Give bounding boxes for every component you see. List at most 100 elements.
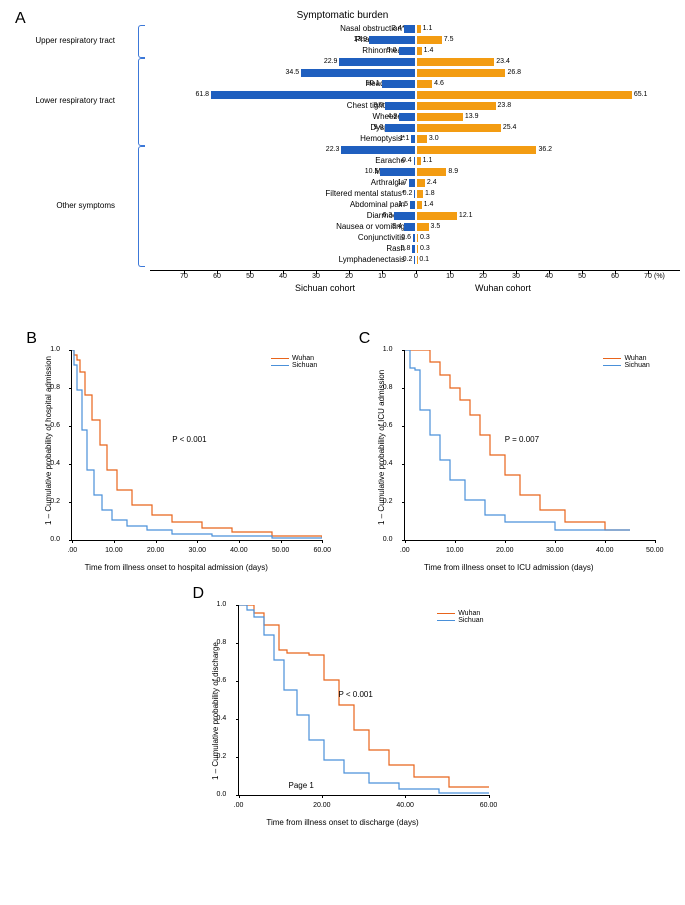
value-sichuan: 4.8 (387, 113, 397, 120)
value-sichuan: 6.3 (382, 212, 392, 219)
bar-row: Diarrhoea*6.312.1 (150, 211, 680, 222)
value-wuhan: 23.8 (498, 102, 512, 109)
bar-wuhan (417, 124, 501, 132)
value-wuhan: 25.4 (503, 124, 517, 131)
cohort-label-left: Sichuan cohort (295, 283, 355, 293)
value-wuhan: 8.9 (448, 168, 458, 175)
bar-row: Nasal obstruction*3.41.1 (150, 24, 680, 35)
survival-plot: 0.00.20.40.60.81.0.0010.0020.0030.0040.0… (404, 350, 655, 541)
x-tick-label: 10 (378, 273, 386, 280)
x-tick-label: 70 (180, 273, 188, 280)
bar-row: Earache0.4 1.1 (150, 156, 680, 167)
bar-row: Nausea or vomiting3.43.5 (150, 222, 680, 233)
panel-a: A Symptomatic burden Nasal obstruction*3… (10, 10, 675, 320)
bar-sichuan (301, 69, 415, 77)
y-tick-label: 0.0 (383, 536, 393, 543)
bar-row: Conjunctivitis0.60.3 (150, 233, 680, 244)
legend-wuhan: Wuhan (437, 610, 483, 617)
x-tick-label: 20 (479, 273, 487, 280)
bar-row: Headache*10.14.6 (150, 79, 680, 90)
x-tick-label: 10 (446, 273, 454, 280)
bar-sichuan (414, 256, 415, 264)
bar-sichuan (211, 91, 415, 99)
y-axis-label: 1 – Cumulative probability of discharge (211, 642, 220, 780)
bar-row: Rash0.80.3 (150, 244, 680, 255)
x-tick-label: 50 (246, 273, 254, 280)
bar-wuhan (417, 47, 422, 55)
x-axis-label: Time from illness onset to discharge (da… (266, 818, 418, 827)
x-tick-label: .00 (234, 802, 244, 809)
bar-wuhan (417, 201, 422, 209)
bar-row: Productive cough*34.526.8 (150, 68, 680, 79)
value-sichuan: 0.4 (402, 157, 412, 164)
y-axis-label: 1 – Cumulative probability of ICU admiss… (377, 370, 386, 525)
x-axis-label: Time from illness onset to hospital admi… (85, 563, 268, 572)
bar-row: Hemoptysis*1.13.0 (150, 134, 680, 145)
bar-wuhan (417, 190, 423, 198)
y-tick-label: 0.0 (217, 791, 227, 798)
symptom-label: Earache (375, 156, 405, 165)
bar-wuhan (417, 69, 505, 77)
legend: WuhanSichuan (437, 610, 483, 624)
legend-sichuan: Sichuan (437, 617, 483, 624)
group-label: Lower respiratory tract (35, 96, 115, 105)
bar-wuhan (417, 223, 429, 231)
value-sichuan: 0.8 (401, 245, 411, 252)
value-sichuan: 0.6 (401, 234, 411, 241)
panel-label: D (193, 585, 205, 603)
panel-d: D 0.00.20.40.60.81.0.0020.0040.0060.00Wuh… (183, 585, 503, 835)
value-sichuan: 22.9 (324, 58, 338, 65)
value-sichuan: 0.2 (403, 256, 413, 263)
survival-plot: 0.00.20.40.60.81.0.0020.0040.0060.00Wuha… (238, 605, 489, 796)
bar-wuhan (417, 157, 421, 165)
group-bracket (138, 146, 145, 267)
x-tick-label: 60 (213, 273, 221, 280)
group-label: Other symptoms (56, 201, 115, 210)
value-wuhan: 0.3 (420, 245, 430, 252)
x-tick-label: 30.00 (546, 547, 564, 554)
x-tick-label: 40.00 (596, 547, 614, 554)
symptom-label: Filtered mental status* (325, 189, 405, 198)
value-wuhan: 26.8 (507, 69, 521, 76)
x-tick-label: 10.00 (446, 547, 464, 554)
x-tick-label: 30 (512, 273, 520, 280)
bar-wuhan (417, 168, 446, 176)
bar-wuhan (417, 58, 494, 66)
panel-c: C0.00.20.40.60.81.0.0010.0020.0030.0040.… (349, 330, 669, 580)
bar-sichuan (341, 146, 415, 154)
bar-row: Rhinorrhea*5.01.4 (150, 46, 680, 57)
bar-sichuan (399, 47, 416, 55)
x-tick-label: 50.00 (272, 547, 290, 554)
bar-row: Myalgia*10.58.9 (150, 167, 680, 178)
survival-plot: 0.00.20.40.60.81.0.0010.0020.0030.0040.0… (71, 350, 322, 541)
bar-wuhan (417, 179, 425, 187)
bar-wuhan (417, 146, 536, 154)
bar-wuhan (417, 102, 496, 110)
value-sichuan: 13.9 (354, 36, 368, 43)
value-sichuan: 22.3 (326, 146, 340, 153)
bar-wuhan (417, 91, 632, 99)
value-wuhan: 1.1 (423, 157, 433, 164)
x-tick-label: 40 (279, 273, 287, 280)
x-tick-label: 40.00 (230, 547, 248, 554)
bar-sichuan (382, 80, 415, 88)
bar-row: Wheeze*4.813.9 (150, 112, 680, 123)
x-tick-label: 30.00 (188, 547, 206, 554)
legend-sichuan: Sichuan (603, 362, 649, 369)
value-wuhan: 0.3 (420, 234, 430, 241)
page-label: Page 1 (289, 781, 314, 790)
value-sichuan: 9.0 (374, 124, 384, 131)
value-wuhan: 65.1 (634, 91, 648, 98)
bar-sichuan (414, 157, 415, 165)
bar-sichuan (404, 223, 415, 231)
panel-a-label: A (15, 10, 26, 28)
bar-row: Pharyngalgia*13.97.5 (150, 35, 680, 46)
value-sichuan: 3.4 (392, 223, 402, 230)
value-wuhan: 1.8 (425, 190, 435, 197)
y-tick-label: 1.0 (50, 346, 60, 353)
bar-wuhan (417, 113, 463, 121)
bar-sichuan (385, 102, 415, 110)
legend: WuhanSichuan (603, 355, 649, 369)
bar-sichuan (410, 201, 415, 209)
value-sichuan: 10.5 (365, 168, 379, 175)
